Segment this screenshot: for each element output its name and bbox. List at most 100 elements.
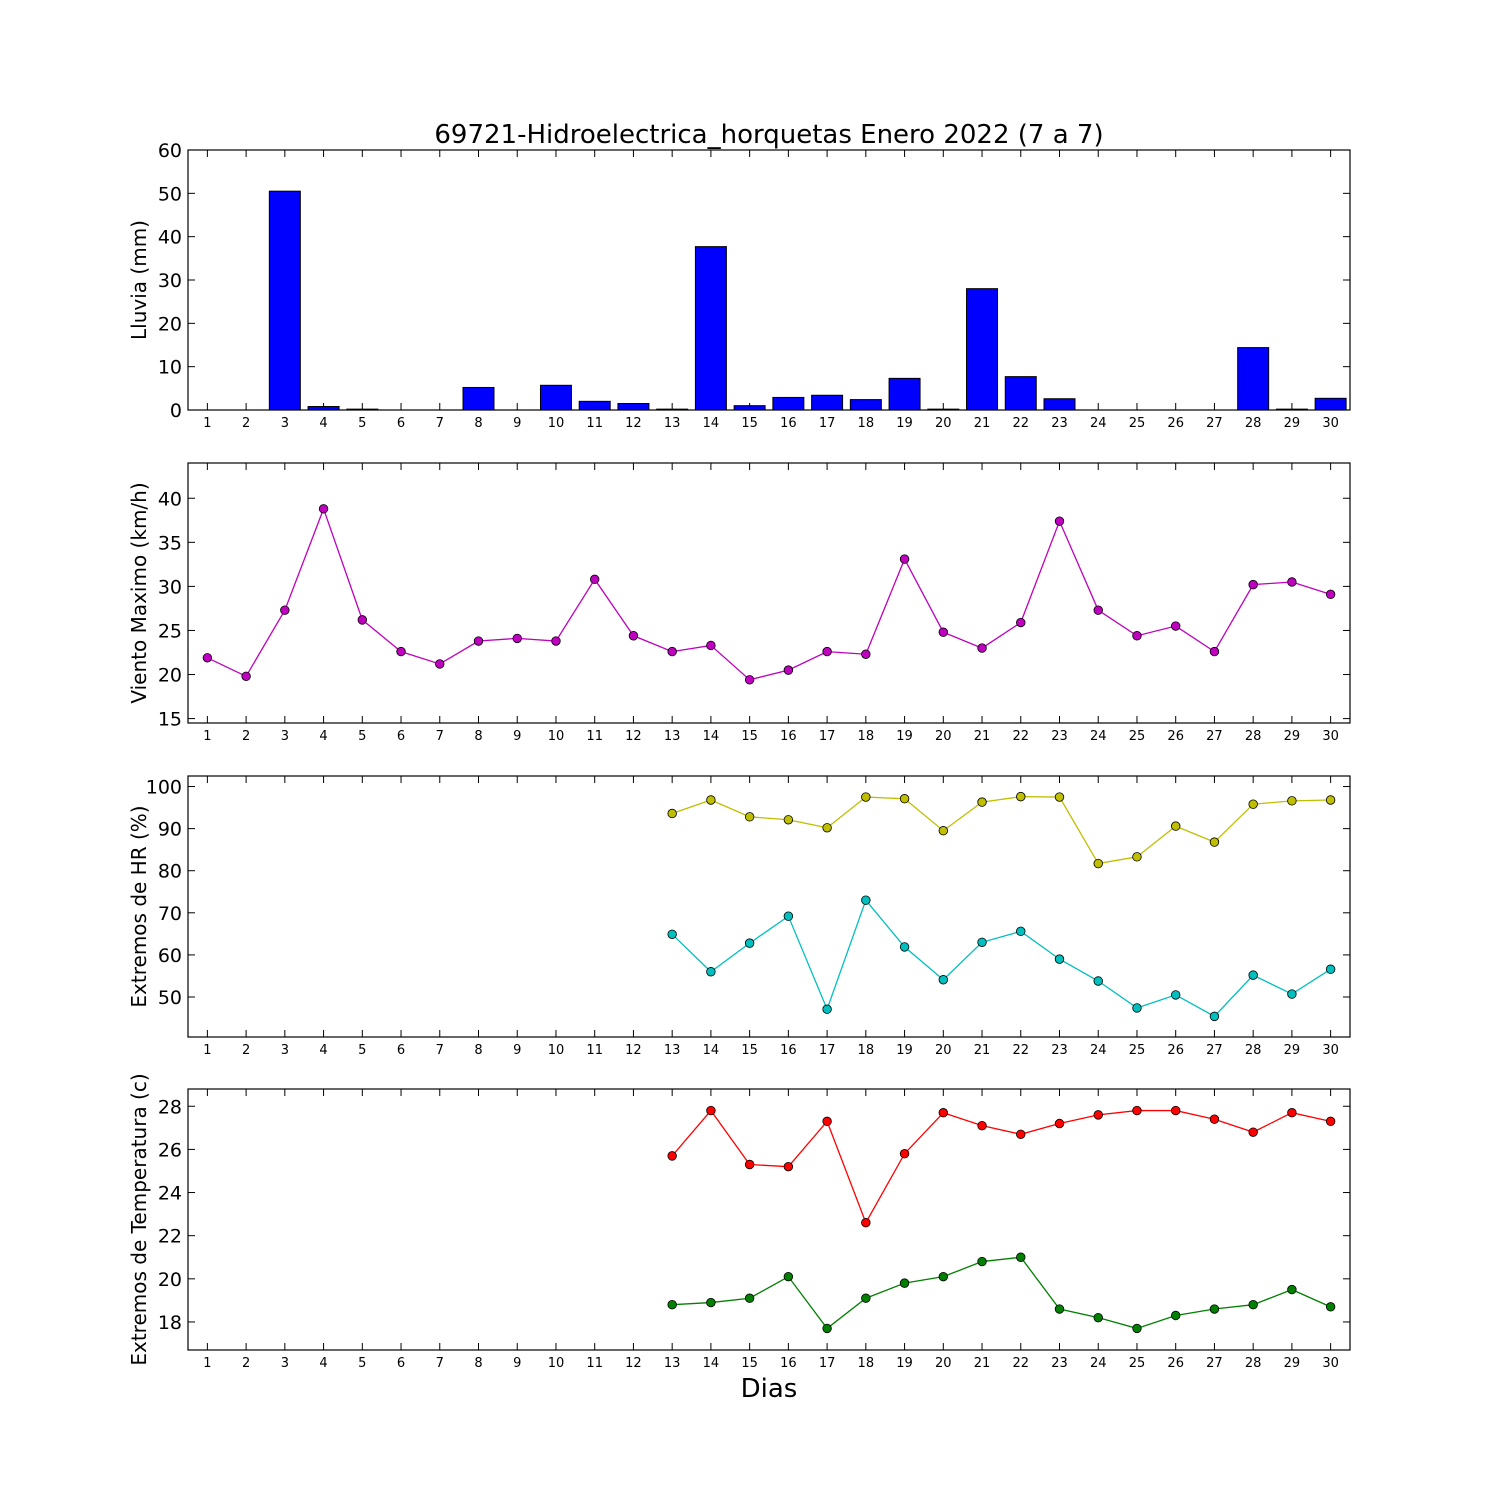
- data-point: [1325, 1302, 1336, 1312]
- ytick-label: 60: [158, 945, 182, 967]
- data-point: [1016, 1252, 1026, 1262]
- xtick-label: 6: [397, 1356, 405, 1371]
- xtick-label: 4: [319, 729, 327, 744]
- xtick-label: 19: [896, 1043, 913, 1058]
- data-point: [783, 1271, 794, 1282]
- xtick-label: 29: [1284, 416, 1301, 431]
- xtick-label: 7: [436, 416, 444, 431]
- data-point: [1287, 577, 1297, 587]
- data-point: [1248, 579, 1258, 590]
- data-point: [938, 1108, 949, 1118]
- xtick-label: 10: [548, 729, 565, 744]
- ytick-label: 20: [158, 1269, 182, 1291]
- xtick-label: 24: [1090, 729, 1107, 744]
- xtick-label: 25: [1129, 1043, 1146, 1058]
- data-point: [1248, 799, 1258, 809]
- data-point: [1093, 1312, 1103, 1323]
- xtick-label: 9: [513, 1356, 521, 1371]
- xtick-label: 27: [1206, 729, 1223, 744]
- xtick-label: 19: [896, 416, 913, 431]
- chart-title: 69721-Hidroelectrica_horquetas Enero 202…: [434, 120, 1103, 150]
- ytick-label: 22: [158, 1226, 182, 1248]
- bar: [694, 246, 727, 411]
- ytick-label: 100: [146, 777, 182, 799]
- xtick-label: 2: [242, 1356, 250, 1371]
- bar: [888, 377, 921, 411]
- xtick-label: 21: [974, 1043, 991, 1058]
- data-point: [1170, 621, 1181, 631]
- y-axis-label: Lluvia (mm): [127, 220, 151, 340]
- data-point: [1248, 1127, 1258, 1137]
- data-point: [744, 675, 755, 685]
- data-point: [977, 937, 987, 947]
- xtick-label: 15: [741, 1043, 758, 1058]
- data-point: [1054, 954, 1065, 964]
- data-point: [1325, 795, 1336, 805]
- xtick-label: 24: [1090, 416, 1107, 431]
- data-point: [1093, 976, 1103, 986]
- xtick-label: 22: [1012, 416, 1029, 431]
- xtick-label: 7: [436, 729, 444, 744]
- data-point: [1209, 646, 1220, 657]
- data-point: [1209, 1304, 1220, 1314]
- data-point: [473, 636, 484, 646]
- xtick-label: 18: [858, 416, 875, 431]
- data-point: [1093, 605, 1103, 615]
- bar: [1043, 398, 1076, 411]
- data-point: [1132, 852, 1142, 862]
- data-point: [744, 1293, 755, 1303]
- xtick-label: 13: [664, 1043, 681, 1058]
- xtick-label: 17: [819, 1356, 836, 1371]
- xtick-label: 10: [548, 416, 565, 431]
- xtick-label: 1: [203, 416, 211, 431]
- data-point: [783, 1161, 794, 1172]
- xtick-label: 12: [625, 416, 642, 431]
- xtick-label: 6: [397, 416, 405, 431]
- bar: [617, 403, 650, 411]
- data-point: [1093, 858, 1103, 869]
- xtick-label: 10: [548, 1043, 565, 1058]
- xtick-label: 9: [513, 1043, 521, 1058]
- xtick-label: 28: [1245, 416, 1262, 431]
- data-point: [1287, 1108, 1297, 1118]
- data-point: [667, 1300, 677, 1310]
- xtick-label: 17: [819, 416, 836, 431]
- data-point: [280, 605, 290, 615]
- xtick-label: 1: [203, 729, 211, 744]
- xtick-label: 18: [858, 729, 875, 744]
- xtick-label: 9: [513, 729, 521, 744]
- data-point: [512, 633, 522, 644]
- xtick-label: 30: [1322, 1356, 1339, 1371]
- data-point: [977, 797, 987, 807]
- data-point: [1170, 990, 1181, 1000]
- data-point: [1325, 1116, 1336, 1127]
- xtick-label: 13: [664, 729, 681, 744]
- xtick-label: 14: [703, 1356, 720, 1371]
- data-point: [861, 1293, 871, 1303]
- xtick-label: 25: [1129, 729, 1146, 744]
- bar: [811, 394, 844, 411]
- data-point: [396, 646, 406, 657]
- xtick-label: 20: [935, 729, 952, 744]
- data-point: [861, 1218, 871, 1228]
- data-point: [783, 815, 794, 825]
- data-point: [899, 1278, 910, 1288]
- data-point: [706, 967, 716, 977]
- data-point: [1016, 1129, 1026, 1139]
- ytick-label: 40: [158, 227, 182, 249]
- data-point: [899, 554, 910, 564]
- data-point: [861, 649, 871, 659]
- xtick-label: 22: [1012, 1043, 1029, 1058]
- data-point: [899, 942, 910, 952]
- data-point: [822, 823, 832, 833]
- data-point: [202, 653, 213, 663]
- xtick-label: 26: [1167, 1043, 1184, 1058]
- xtick-label: 6: [397, 1043, 405, 1058]
- data-point: [822, 1323, 832, 1334]
- ytick-label: 15: [158, 709, 182, 731]
- data-point: [1054, 1118, 1065, 1129]
- data-point: [1325, 964, 1336, 974]
- ytick-label: 20: [158, 665, 182, 687]
- xtick-label: 29: [1284, 1356, 1301, 1371]
